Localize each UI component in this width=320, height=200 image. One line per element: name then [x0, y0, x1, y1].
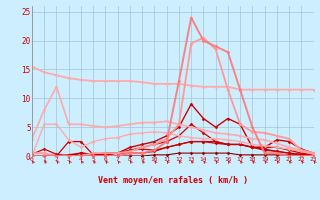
- X-axis label: Vent moyen/en rafales ( km/h ): Vent moyen/en rafales ( km/h ): [98, 176, 248, 185]
